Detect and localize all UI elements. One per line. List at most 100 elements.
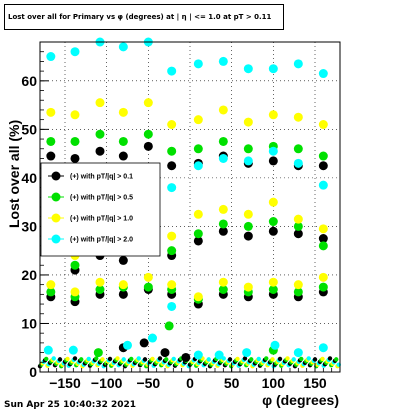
x-tick-label: −100: [91, 375, 123, 391]
data-point: [46, 136, 56, 146]
data-point: [268, 110, 278, 120]
data-point: [70, 110, 80, 120]
data-point: [193, 115, 203, 125]
baseline-point: [334, 357, 339, 362]
data-point: [70, 260, 80, 270]
baseline-point: [206, 357, 211, 362]
data-point: [318, 224, 328, 234]
data-point: [218, 153, 228, 163]
data-point: [46, 151, 56, 161]
data-point: [193, 229, 203, 239]
data-point: [70, 153, 80, 163]
baseline-point: [320, 356, 325, 362]
data-point: [243, 156, 253, 166]
y-tick-label: 20: [21, 267, 37, 283]
data-point: [167, 301, 177, 311]
data-point: [318, 234, 328, 244]
data-point: [118, 255, 128, 265]
data-point: [318, 272, 328, 282]
data-point: [70, 47, 80, 57]
data-point: [143, 141, 153, 151]
data-point: [318, 282, 328, 292]
baseline-point: [171, 356, 176, 362]
baseline-point: [306, 356, 311, 361]
data-point: [293, 229, 303, 239]
data-point: [167, 231, 177, 241]
data-point: [118, 42, 128, 52]
baseline-point: [256, 356, 261, 362]
data-point: [293, 221, 303, 231]
data-point: [318, 241, 328, 251]
data-point: [167, 120, 177, 129]
data-point: [95, 146, 105, 156]
legend-label: (+) with pT/|q| > 0.5: [70, 195, 133, 202]
baseline-point: [129, 356, 134, 362]
data-point: [293, 59, 303, 69]
baseline-point: [249, 357, 254, 362]
data-point: [218, 277, 228, 287]
y-tick-label: 30: [21, 218, 37, 234]
data-point: [218, 136, 228, 146]
baseline-point: [264, 356, 269, 361]
data-point: [70, 136, 80, 146]
baseline-point: [72, 356, 78, 361]
data-point: [167, 246, 177, 256]
baseline-point: [65, 356, 70, 362]
baseline-point: [270, 357, 275, 362]
data-point: [193, 161, 203, 171]
baseline-point: [57, 357, 63, 362]
data-point: [46, 52, 56, 62]
data-point: [293, 112, 303, 122]
baseline-point: [121, 357, 126, 362]
baseline-point: [148, 333, 157, 343]
legend-label: (+) with pT/|q| > 2.0: [70, 237, 133, 244]
data-point: [143, 129, 153, 139]
data-point: [293, 158, 303, 168]
y-tick-label: 40: [21, 170, 37, 186]
data-point: [167, 161, 177, 171]
data-point: [268, 277, 278, 287]
baseline-point: [79, 357, 84, 362]
data-point: [167, 280, 177, 290]
data-point: [243, 231, 253, 241]
data-point: [218, 285, 228, 294]
data-point: [193, 144, 203, 154]
data-point: [118, 136, 128, 146]
baseline-point: [115, 356, 120, 361]
chart-title: Lost over all for Primary vs φ (degrees)…: [4, 4, 284, 30]
x-tick-label: 100: [262, 375, 286, 391]
data-point: [318, 161, 328, 171]
baseline-point: [242, 356, 248, 361]
data-point: [143, 282, 153, 292]
y-tick-label: 10: [21, 315, 37, 331]
data-point: [268, 217, 278, 227]
data-point: [293, 280, 303, 290]
x-tick-label: −50: [136, 375, 160, 391]
baseline-point: [291, 357, 296, 362]
data-point: [118, 289, 128, 299]
baseline-noise: [37, 321, 341, 369]
baseline-point: [235, 356, 240, 362]
data-point: [193, 209, 203, 219]
data-point: [218, 105, 228, 115]
baseline-point: [51, 356, 56, 361]
baseline-point: [327, 356, 333, 361]
y-tick-label: 0: [29, 364, 37, 380]
baseline-point: [139, 338, 149, 348]
legend: (+) with pT/|q| > 0.1 (+) with pT/|q| > 0…: [40, 162, 161, 257]
baseline-point: [270, 340, 280, 350]
legend-label: (+) with pT/|q| > 1.0: [70, 216, 133, 223]
data-point: [243, 209, 253, 219]
data-point: [293, 214, 303, 224]
baseline-point: [227, 357, 233, 362]
data-point: [218, 204, 228, 214]
data-point: [243, 144, 253, 154]
data-point: [167, 66, 177, 76]
baseline-point: [312, 357, 318, 362]
data-point: [268, 285, 278, 294]
data-point: [293, 287, 303, 297]
y-tick-label: 60: [21, 73, 37, 89]
baseline-point: [285, 356, 290, 361]
baseline-point: [123, 340, 132, 350]
